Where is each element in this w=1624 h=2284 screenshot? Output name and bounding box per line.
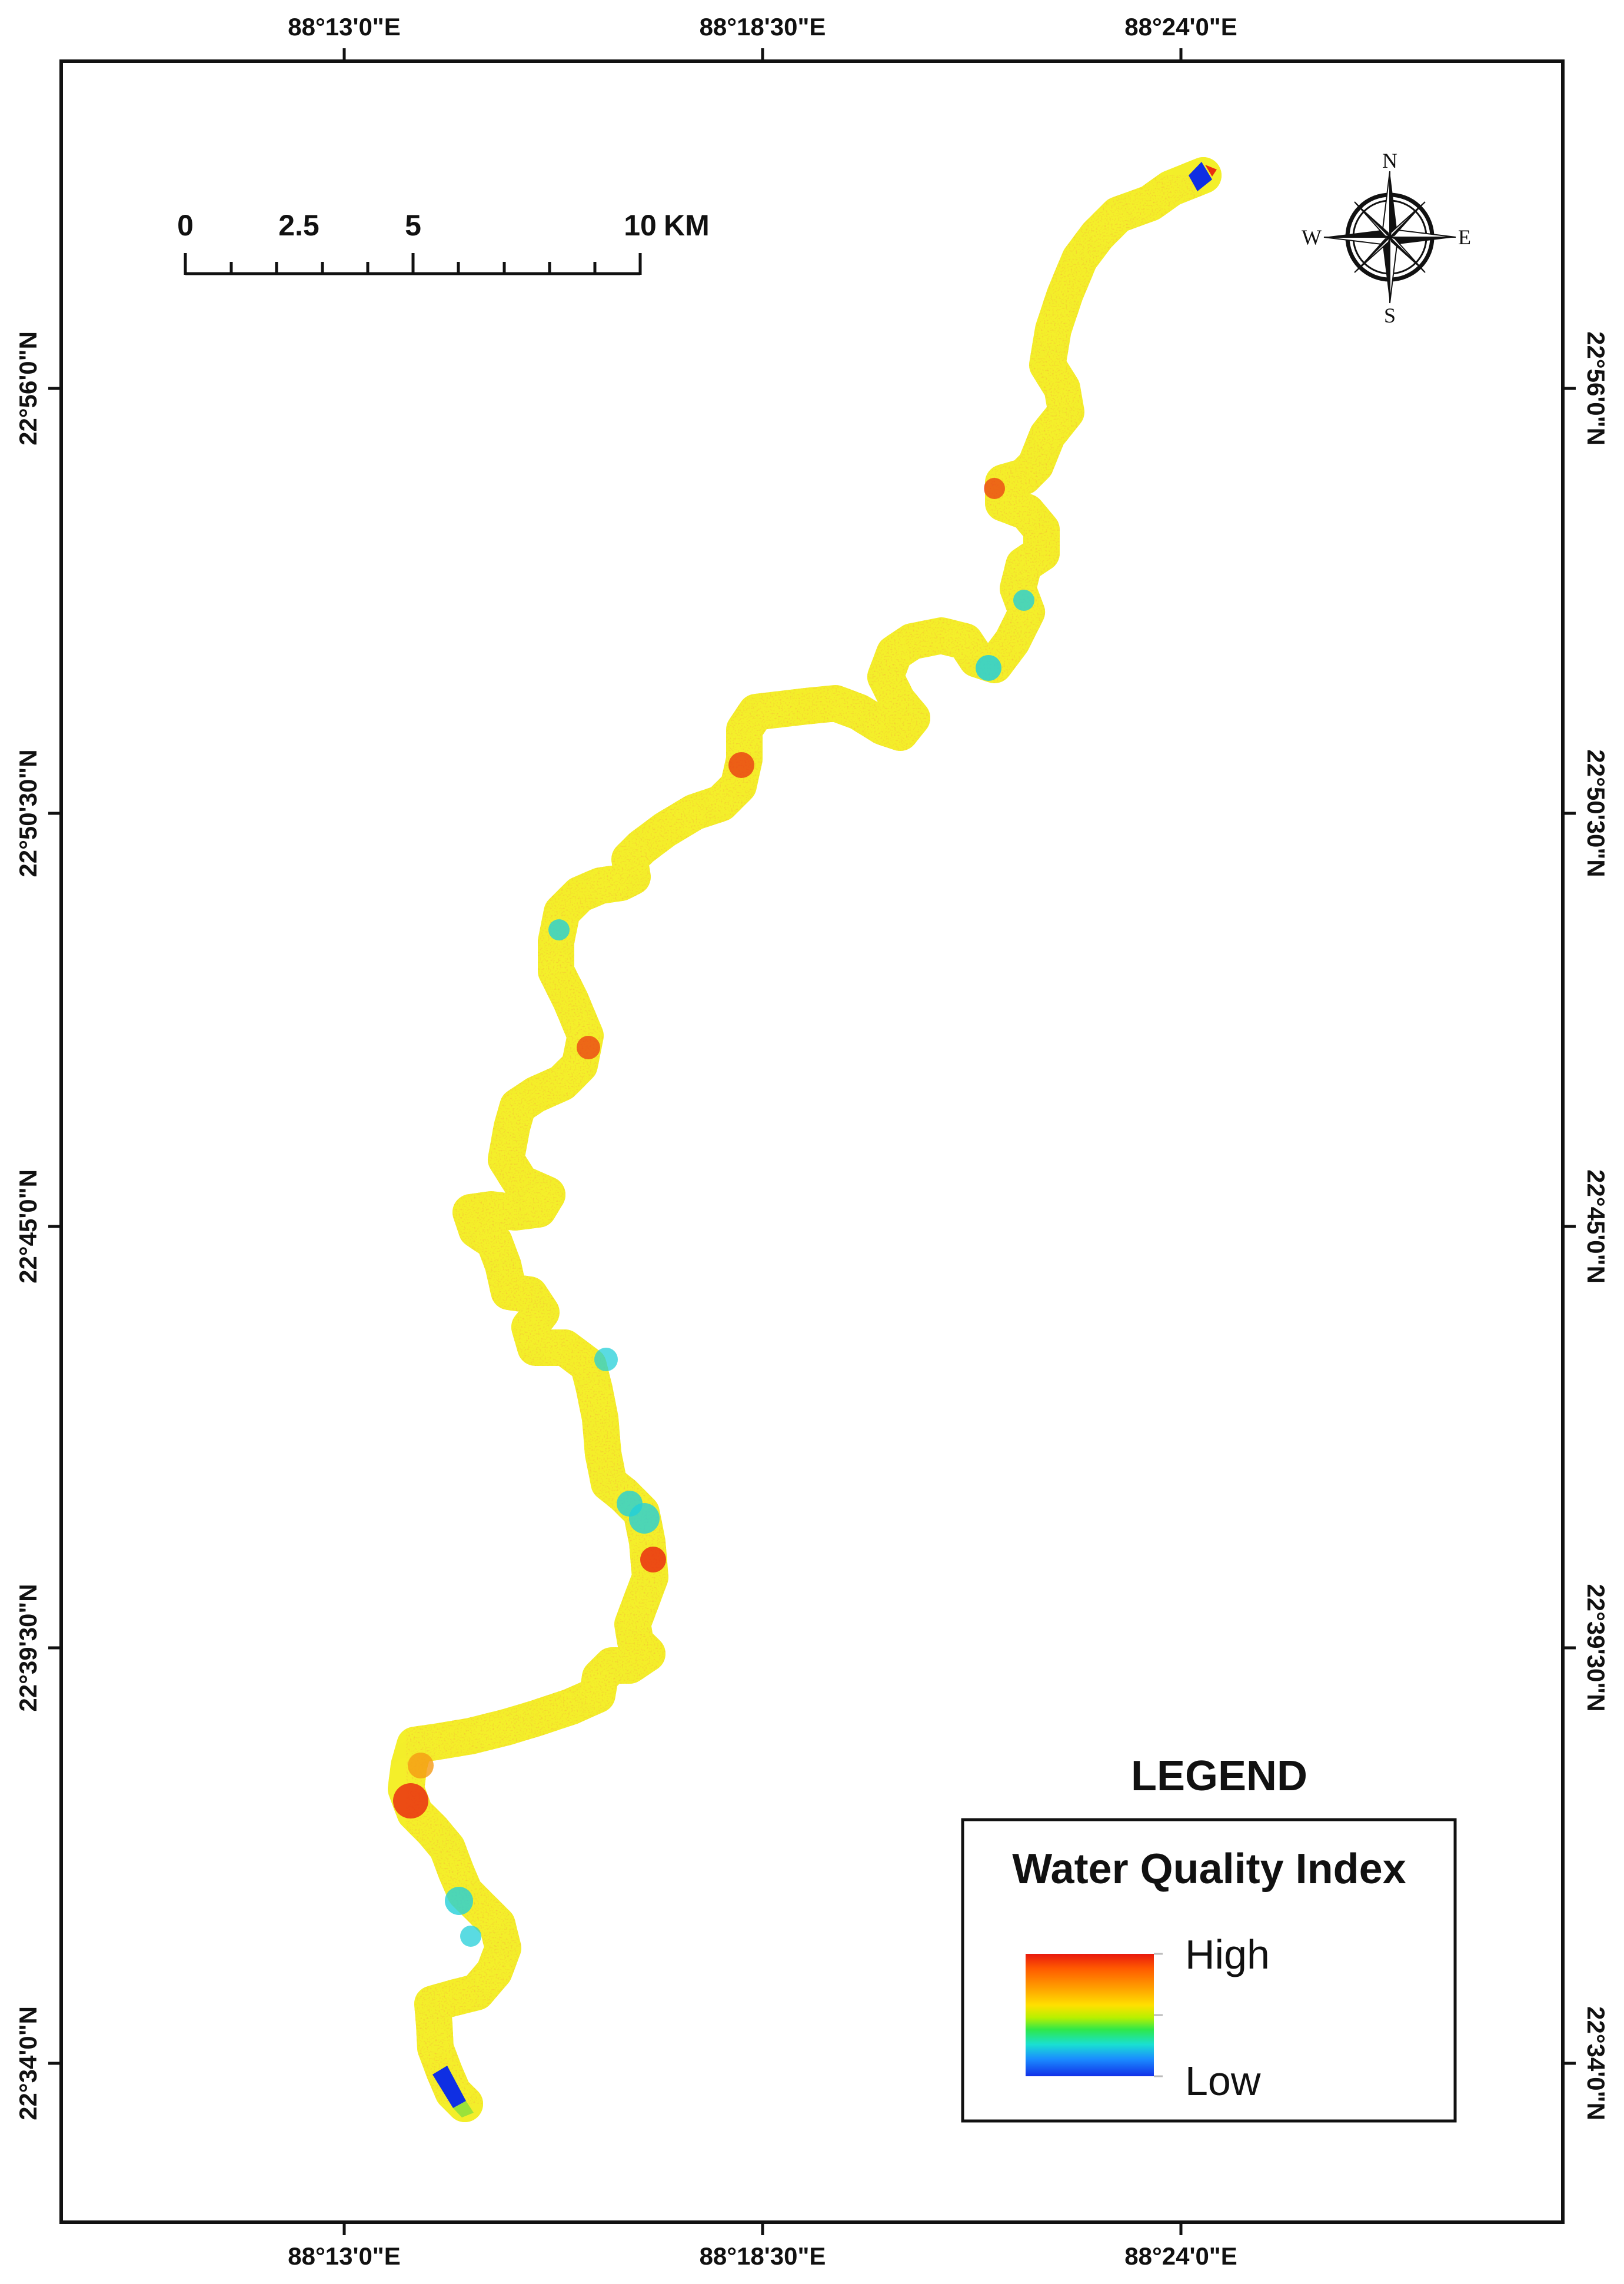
compass-east-label: E	[1458, 225, 1471, 249]
compass-north-label: N	[1382, 149, 1397, 172]
legend: LEGEND Water Quality Index High Low	[961, 1753, 1457, 2123]
top-longitude-label: 88°13'0"E	[288, 13, 401, 41]
legend-high-label: High	[1185, 1931, 1270, 1977]
scale-label: 10	[624, 209, 657, 242]
scale-label: 2.5	[278, 209, 320, 242]
river-end-caps	[432, 162, 1217, 2117]
compass-south-label: S	[1384, 304, 1396, 327]
left-latitude-label: 22°39'30"N	[14, 1584, 42, 1711]
compass-rose-icon: N S E W	[1302, 149, 1471, 327]
river-water-quality	[388, 157, 1222, 2122]
latitude-ticks	[48, 387, 1576, 2065]
right-latitude-label: 22°39'30"N	[1582, 1584, 1610, 1711]
right-latitude-label: 22°34'0"N	[1582, 2006, 1610, 2120]
scale-label: 0	[177, 209, 194, 242]
left-latitude-label: 22°56'0"N	[14, 331, 42, 446]
bottom-longitude-label: 88°24'0"E	[1124, 2242, 1237, 2270]
legend-title: LEGEND	[1131, 1753, 1307, 1800]
right-latitude-label: 22°50'30"N	[1582, 749, 1610, 877]
scale-bar: 0 2.5 5 10 KM	[177, 209, 710, 275]
longitude-ticks	[342, 48, 1183, 2235]
bottom-longitude-label: 88°18'30"E	[700, 2242, 826, 2270]
scale-unit: KM	[664, 209, 710, 242]
right-latitude-label: 22°45'0"N	[1582, 1169, 1610, 1284]
top-longitude-label: 88°18'30"E	[700, 13, 826, 41]
legend-color-ramp	[1026, 1954, 1154, 2076]
river-highlight-patches	[393, 478, 1034, 1947]
map-frame	[59, 59, 1565, 2224]
legend-subtitle: Water Quality Index	[1012, 1846, 1406, 1893]
right-latitude-label: 22°56'0"N	[1582, 331, 1610, 446]
left-latitude-label: 22°45'0"N	[14, 1169, 42, 1284]
compass-west-label: W	[1302, 225, 1322, 249]
legend-low-label: Low	[1185, 2058, 1261, 2104]
top-longitude-label: 88°24'0"E	[1124, 13, 1237, 41]
left-latitude-label: 22°34'0"N	[14, 2006, 42, 2120]
bottom-longitude-label: 88°13'0"E	[288, 2242, 401, 2270]
left-latitude-label: 22°50'30"N	[14, 749, 42, 877]
scale-label: 5	[405, 209, 421, 242]
